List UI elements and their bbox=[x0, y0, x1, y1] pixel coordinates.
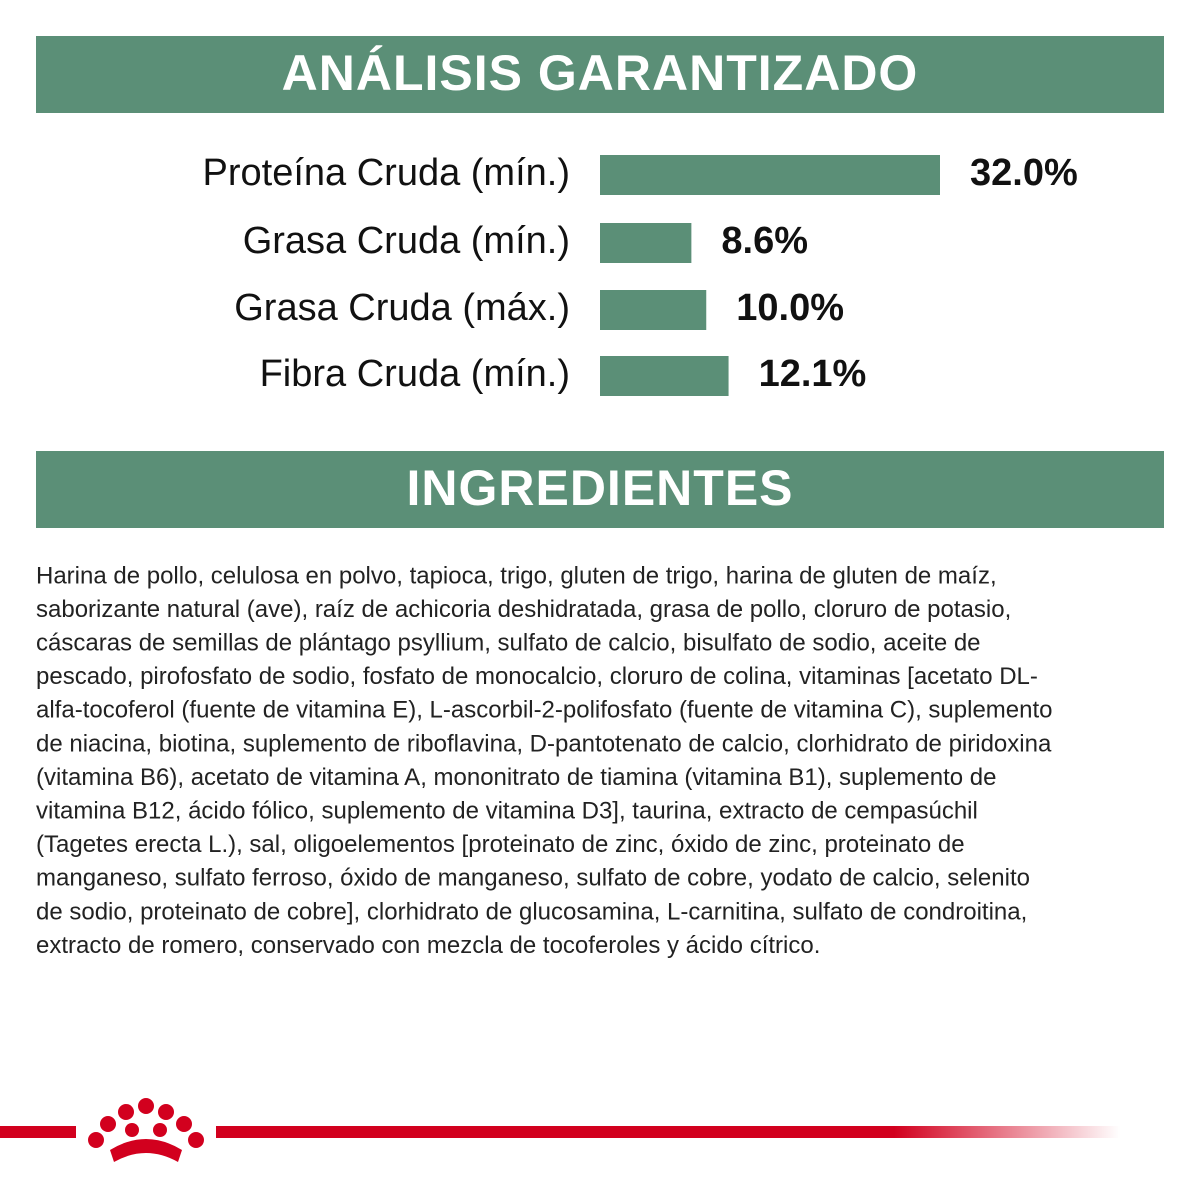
category-label: Fibra Cruda (mín.) bbox=[260, 353, 570, 395]
logo-line bbox=[0, 1126, 76, 1138]
ingredients-title: INGREDIENTES bbox=[406, 460, 793, 516]
ingredients-line: (vitamina B6), acetato de vitamina A, mo… bbox=[36, 764, 996, 791]
logo-line bbox=[216, 1126, 1120, 1138]
ingredients-line: de niacina, biotina, suplemento de ribof… bbox=[36, 730, 1052, 757]
ingredients-line: manganeso, sulfato ferroso, óxido de man… bbox=[36, 865, 1030, 892]
category-label: Proteína Cruda (mín.) bbox=[203, 152, 570, 194]
bar bbox=[600, 290, 707, 330]
category-label: Grasa Cruda (mín.) bbox=[243, 220, 570, 262]
ingredients-line: (Tagetes erecta L.), sal, oligoelementos… bbox=[36, 831, 965, 858]
crown bbox=[88, 1098, 204, 1162]
value-label: 32.0% bbox=[970, 152, 1078, 194]
bar bbox=[600, 155, 940, 195]
chart: Proteína Cruda (mín.) 32.0% Grasa Cruda (m… bbox=[203, 152, 1078, 396]
ingredients-line: alfa-tocoferol (fuente de vitamina E), L… bbox=[36, 697, 1053, 724]
analysis-title: ANÁLISIS GARANTIZADO bbox=[282, 45, 919, 101]
ingredients-line: Harina de pollo, celulosa en polvo, tapi… bbox=[36, 562, 997, 589]
category-label: Grasa Cruda (máx.) bbox=[234, 287, 570, 329]
header-band bbox=[36, 36, 1164, 113]
value-label: 10.0% bbox=[736, 287, 844, 329]
ingredients-line: cáscaras de semillas de plántago psylliu… bbox=[36, 630, 981, 657]
header-band bbox=[36, 451, 1164, 528]
value-label: 8.6% bbox=[721, 220, 808, 262]
value-label: 12.1% bbox=[759, 353, 867, 395]
ingredients-line: saborizante natural (ave), raíz de achic… bbox=[36, 596, 1011, 623]
bar bbox=[600, 356, 729, 396]
ingredients-line: extracto de romero, conservado con mezcl… bbox=[36, 932, 820, 959]
ingredients-line: pescado, pirofosfato de sodio, fosfato d… bbox=[36, 663, 1038, 690]
logo bbox=[0, 1098, 1120, 1162]
bar bbox=[600, 223, 692, 263]
ingredients-line: de sodio, proteinato de cobre], clorhidr… bbox=[36, 898, 1027, 925]
ingredients-line: vitamina B12, ácido fólico, suplemento d… bbox=[36, 798, 978, 825]
ingredients: Harina de pollo, celulosa en polvo, tapi… bbox=[36, 562, 1053, 959]
